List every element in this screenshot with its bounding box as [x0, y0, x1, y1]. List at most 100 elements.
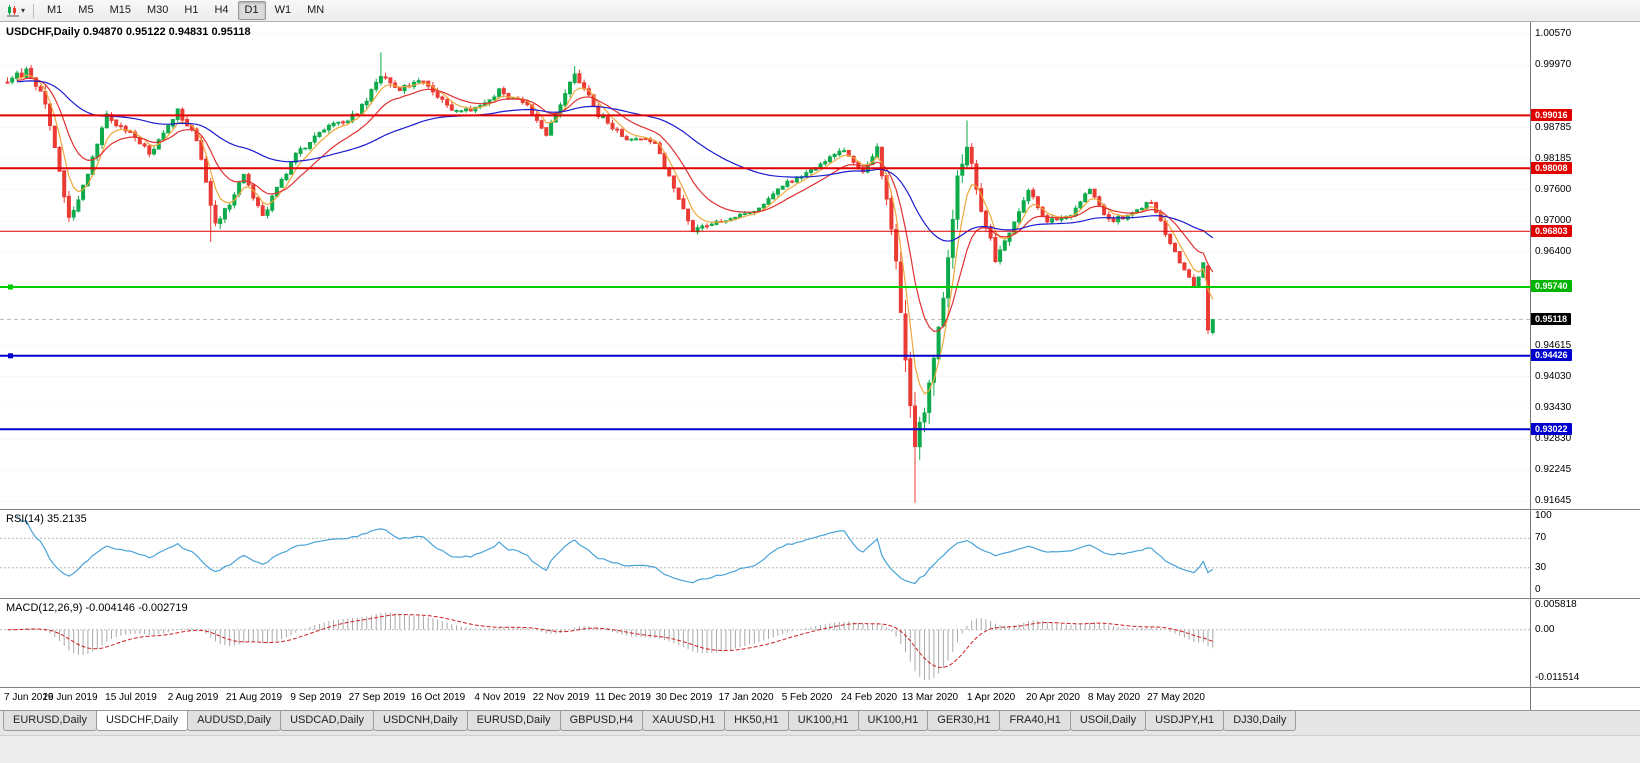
chart-tab-usdcnh-daily[interactable]: USDCNH,Daily — [373, 711, 468, 731]
hline-handle-0.94426[interactable] — [8, 353, 13, 359]
date-label: 30 Dec 2019 — [655, 692, 713, 703]
rsi-line — [16, 515, 1214, 585]
price-tag-0-95118: 0.95118 — [1531, 313, 1572, 326]
date-label: 17 Jan 2020 — [718, 692, 774, 703]
rsi-axis-label: 30 — [1535, 561, 1547, 573]
rsi-plot[interactable]: RSI(14) 35.2135 — [0, 510, 1530, 598]
price-axis-label: 0.91645 — [1535, 495, 1572, 507]
timeframe-button-h4[interactable]: H4 — [214, 4, 229, 16]
macd-panel: MACD(12,26,9) -0.004146 -0.002719 0.0058… — [0, 598, 1640, 687]
rsi-axis-label: 100 — [1535, 510, 1552, 521]
timeframe-button-d1[interactable]: D1 — [237, 1, 266, 20]
price-chart-svg[interactable] — [0, 22, 1530, 509]
grid-lines — [0, 33, 1530, 502]
chart-tab-ger30-h1[interactable]: GER30,H1 — [927, 711, 1001, 731]
moving-average-50 — [16, 80, 1214, 242]
macd-signal-line — [7, 614, 1213, 668]
main-chart-panel: USDCHF,Daily 0.94870 0.95122 0.94831 0.9… — [0, 22, 1640, 509]
price-chart-plot[interactable]: USDCHF,Daily 0.94870 0.95122 0.94831 0.9… — [0, 22, 1530, 509]
macd-histogram — [11, 612, 1214, 680]
rsi-panel: RSI(14) 35.2135 100 70 30 0 — [0, 509, 1640, 598]
date-label: 1 Apr 2020 — [966, 692, 1016, 703]
hline-handle-0.95740[interactable] — [8, 284, 13, 290]
date-label: 2 Aug 2019 — [167, 692, 219, 703]
price-axis-label: 0.92245 — [1535, 463, 1572, 475]
chart-tab-bar: EURUSD,Daily USDCHF,Daily AUDUSD,Daily USDC… — [0, 710, 1640, 735]
date-label: 26 Jun 2019 — [42, 692, 98, 703]
date-label: 8 May 2020 — [1087, 692, 1141, 703]
price-tag-0-96803: 0.96803 — [1531, 224, 1572, 237]
date-label: 9 Sep 2019 — [290, 692, 342, 703]
chart-tab-eurusd-daily[interactable]: EURUSD,Daily — [466, 711, 561, 731]
date-label: 11 Dec 2019 — [595, 692, 651, 703]
price-tag-0-95740: 0.95740 — [1531, 280, 1572, 293]
macd-axis-label: 0.005818 — [1535, 599, 1577, 611]
chart-tab-usdcad-daily[interactable]: USDCAD,Daily — [280, 711, 375, 731]
price-tag-0-93022: 0.93022 — [1531, 422, 1572, 435]
date-label: 21 Aug 2019 — [225, 692, 283, 703]
date-label: 22 Nov 2019 — [532, 692, 590, 703]
price-tag-0-99016: 0.99016 — [1531, 108, 1572, 121]
price-axis-label: 0.97000 — [1535, 214, 1572, 226]
macd-axis-label: 0.00 — [1535, 623, 1555, 635]
macd-label: MACD(12,26,9) -0.004146 -0.002719 — [6, 602, 188, 614]
timeframe-buttons: M1 M5 M15 M30 H1 H4 D1 W1 MN — [39, 1, 332, 20]
macd-axis-label: -0.011514 — [1535, 672, 1580, 683]
moving-average-5 — [16, 74, 1214, 395]
date-label: 5 Feb 2020 — [781, 692, 833, 703]
price-axis-label: 1.00570 — [1535, 28, 1572, 40]
chart-tab-dj30-daily[interactable]: DJ30,Daily — [1223, 711, 1297, 731]
rsi-label: RSI(14) 35.2135 — [6, 513, 87, 525]
chart-tab-uk100-h1[interactable]: UK100,H1 — [857, 711, 929, 731]
timeframe-button-m5[interactable]: M5 — [78, 4, 94, 16]
moving-average-13 — [16, 77, 1214, 333]
date-label: 13 Mar 2020 — [901, 692, 959, 703]
price-axis-label: 0.97600 — [1535, 183, 1572, 195]
timeframe-button-w1[interactable]: W1 — [274, 4, 292, 16]
date-label: 4 Nov 2019 — [474, 692, 526, 703]
price-tag-0-94426: 0.94426 — [1531, 349, 1572, 362]
chart-tab-usdchf-daily[interactable]: USDCHF,Daily — [95, 711, 189, 731]
macd-svg[interactable] — [0, 599, 1530, 687]
date-label: 7 Jun 2019 — [4, 692, 54, 703]
rsi-svg[interactable] — [0, 510, 1530, 598]
toolbar-separator — [33, 3, 35, 18]
timeframe-button-mn[interactable]: MN — [307, 4, 325, 16]
price-tag-0-98008: 0.98008 — [1531, 161, 1572, 174]
chart-type-tool[interactable]: ▾ — [4, 3, 28, 18]
timeframe-button-h1[interactable]: H1 — [184, 4, 199, 16]
chart-tab-gbpusd-h4[interactable]: GBPUSD,H4 — [559, 711, 644, 731]
date-label: 20 Apr 2020 — [1026, 692, 1080, 703]
timeframe-button-m15[interactable]: M15 — [109, 4, 131, 16]
macd-axis[interactable]: 0.005818 0.00 -0.011514 — [1530, 599, 1640, 687]
rsi-axis-label: 70 — [1535, 532, 1547, 544]
time-axis-row: 7 Jun 2019 26 Jun 2019 15 Jul 2019 2 Aug 20… — [0, 687, 1640, 710]
price-axis[interactable]: 1.00570 0.99970 0.98785 0.98185 0.97600 0.970… — [1530, 22, 1640, 509]
price-axis-label: 0.93430 — [1535, 401, 1572, 413]
price-axis-label: 0.94615 — [1535, 339, 1572, 351]
chart-tab-xauusd-h1[interactable]: XAUUSD,H1 — [642, 711, 726, 731]
macd-plot[interactable]: MACD(12,26,9) -0.004146 -0.002719 — [0, 599, 1530, 687]
candlesticks — [5, 52, 1215, 503]
price-axis-label: 0.99970 — [1535, 59, 1572, 71]
date-label: 15 Jul 2019 — [105, 692, 157, 703]
chart-tab-audusd-daily[interactable]: AUDUSD,Daily — [187, 711, 282, 731]
chart-tab-fra40-h1[interactable]: FRA40,H1 — [999, 711, 1071, 731]
chart-tab-eurusd-daily[interactable]: EURUSD,Daily — [3, 711, 97, 731]
price-axis-label: 0.98185 — [1535, 152, 1572, 164]
date-label: 24 Feb 2020 — [840, 692, 898, 703]
chart-tab-usoil-daily[interactable]: USOil,Daily — [1069, 711, 1147, 731]
timeframe-toolbar: ▾ M1 M5 M15 M30 H1 H4 D1 W1 MN — [0, 0, 1640, 22]
chart-tab-hk50-h1[interactable]: HK50,H1 — [724, 711, 789, 731]
rsi-axis[interactable]: 100 70 30 0 — [1530, 510, 1640, 598]
chart-tab-uk100-h1[interactable]: UK100,H1 — [787, 711, 859, 731]
time-axis[interactable]: 7 Jun 2019 26 Jun 2019 15 Jul 2019 2 Aug 20… — [0, 688, 1530, 710]
time-axis-corner — [1530, 688, 1640, 710]
timeframe-button-m1[interactable]: M1 — [47, 4, 63, 16]
candlestick-chart-icon — [7, 5, 19, 17]
chevron-down-icon: ▾ — [21, 5, 26, 15]
timeframe-button-m30[interactable]: M30 — [146, 4, 169, 16]
rsi-axis-label: 0 — [1535, 584, 1541, 595]
chart-tab-usdjpy-h1[interactable]: USDJPY,H1 — [1145, 711, 1225, 731]
